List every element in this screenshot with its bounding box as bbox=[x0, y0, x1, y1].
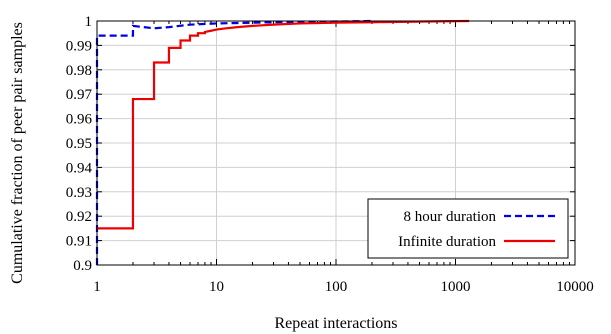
series-layer bbox=[95, 19, 470, 265]
y-tick-label: 0.96 bbox=[66, 112, 93, 128]
y-tick-label: 0.97 bbox=[66, 87, 93, 103]
x-tick-label: 1 bbox=[93, 279, 101, 295]
series-line-infinite bbox=[97, 19, 470, 230]
series-line-eight-hour bbox=[95, 19, 372, 265]
y-tick-label: 0.91 bbox=[66, 234, 92, 250]
x-axis-label: Repeat interactions bbox=[274, 315, 397, 332]
y-tick-label: 1 bbox=[85, 14, 93, 30]
x-tick-label: 100 bbox=[325, 279, 348, 295]
grid-lines bbox=[97, 21, 575, 265]
legend-box bbox=[367, 198, 569, 259]
plot-frame bbox=[96, 20, 576, 266]
y-tick-label: 0.92 bbox=[66, 209, 92, 225]
x-tick-label: 10 bbox=[209, 279, 224, 295]
y-axis-ticks: 0.9 0.91 0.92 0.93 0.94 0.95 0.96 0.97 0.98 0.99 1 bbox=[66, 14, 575, 274]
legend: 8 hour duration Infinite duration bbox=[367, 198, 569, 259]
x-tick-label: 10000 bbox=[556, 279, 594, 295]
y-tick-label: 0.9 bbox=[73, 258, 92, 274]
y-tick-label: 0.95 bbox=[66, 136, 92, 152]
y-tick-label: 0.94 bbox=[66, 160, 93, 176]
x-axis-ticks: 1 10 100 1000 10000 bbox=[93, 21, 594, 295]
y-tick-label: 0.93 bbox=[66, 185, 92, 201]
legend-label: 8 hour duration bbox=[404, 209, 497, 225]
y-tick-label: 0.99 bbox=[66, 38, 92, 54]
legend-label: Infinite duration bbox=[398, 234, 496, 250]
y-tick-label: 0.98 bbox=[66, 63, 92, 79]
x-tick-label: 1000 bbox=[441, 279, 471, 295]
y-axis-label: Cumulative fraction of peer pair samples bbox=[9, 22, 26, 284]
